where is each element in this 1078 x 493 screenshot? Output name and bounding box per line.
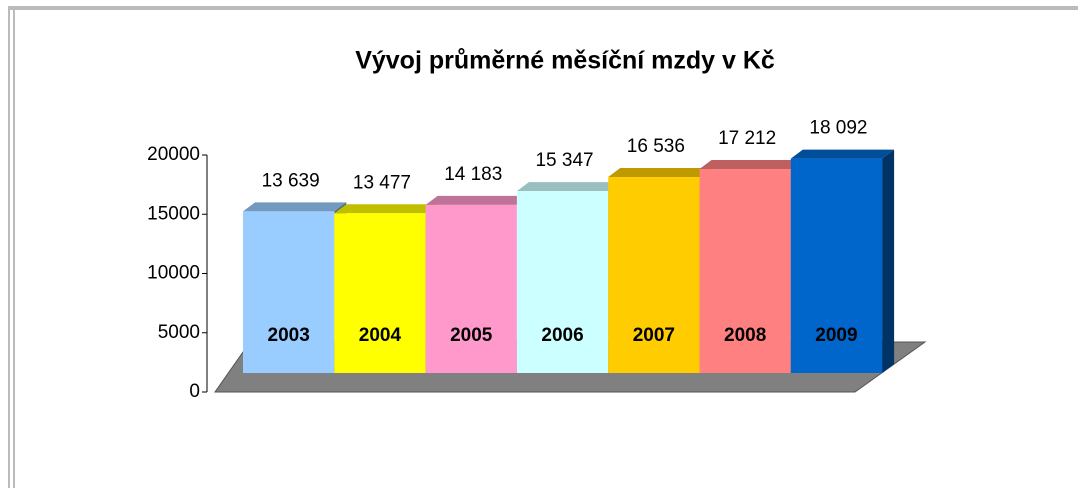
bar-top [790,149,895,159]
bar-top [516,182,621,192]
bar [243,211,335,373]
bar [790,158,883,373]
y-tick-label: 10000 [147,263,200,284]
category-label: 2004 [359,325,402,346]
y-tick-label: 15000 [147,203,200,224]
bar [516,191,609,373]
value-label: 18 092 [809,118,867,139]
bar [608,177,700,373]
category-label: 2008 [724,325,766,346]
value-label: 17 212 [718,128,776,149]
value-label: 15 347 [535,150,593,171]
category-label: 2006 [541,325,583,346]
category-label: 2007 [633,325,675,346]
y-tick-label: 20000 [147,144,200,165]
value-label: 13 639 [262,170,320,191]
bar-top [608,168,712,178]
category-label: 2003 [268,325,310,346]
value-label: 13 477 [353,172,411,193]
bar-top [243,202,347,212]
value-label: 16 536 [627,136,685,157]
chart-title: Vývoj průměrné měsíční mzdy v Kč [355,47,775,75]
y-tick-label: 0 [189,381,200,402]
bar [699,169,791,373]
bar [334,213,426,373]
bar-side [882,149,895,373]
category-label: 2009 [815,325,857,346]
bar-top [425,195,529,205]
bar-top [699,160,803,170]
category-label: 2005 [450,325,493,346]
value-label: 14 183 [444,164,502,185]
y-tick-label: 5000 [158,322,200,343]
bar-top [334,204,438,214]
bar [425,204,517,373]
